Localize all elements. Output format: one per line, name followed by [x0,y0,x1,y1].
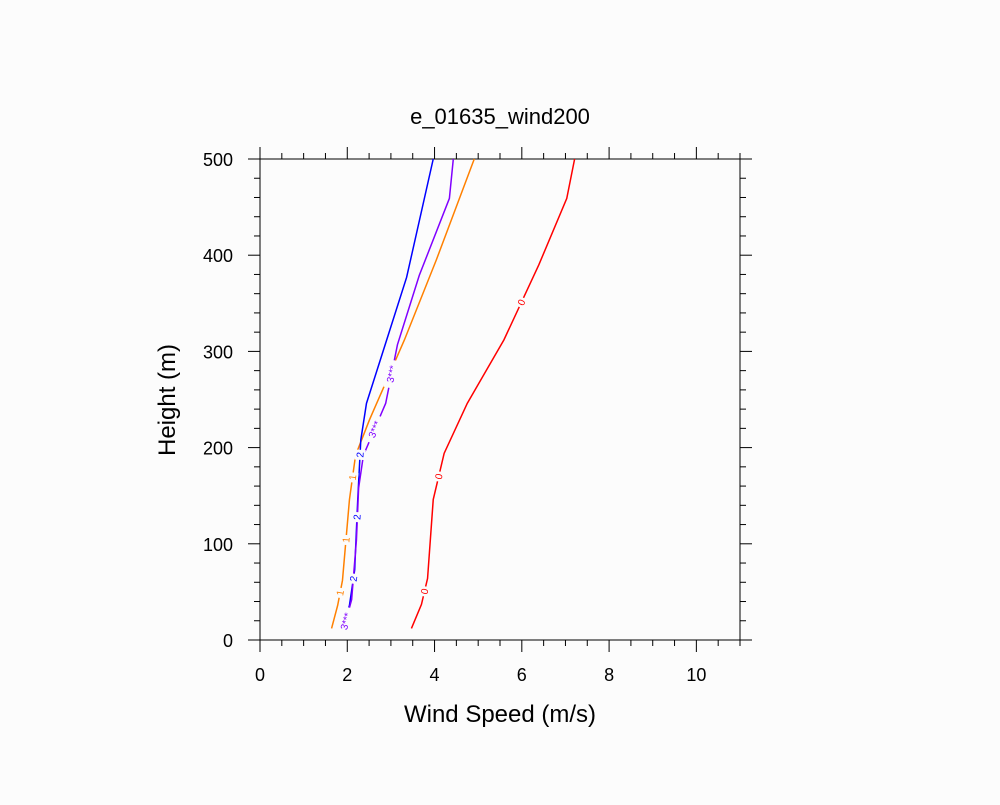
y-tick-label: 500 [203,150,233,170]
line-label: 0 [419,587,431,595]
line-label: 1 [335,589,347,597]
series-line-2 [341,158,434,629]
line-label: 2 [352,514,363,520]
line-label-bg [347,572,360,585]
x-tick-label: 2 [342,665,352,685]
y-tick-label: 400 [203,246,233,266]
line-label-bg [340,534,352,546]
line-label: 3*** [339,612,354,632]
line-label-bg [432,470,446,483]
line-label-bg [333,586,347,599]
line-label-bg [336,606,355,637]
line-label-bg [354,449,366,461]
line-label-bg [418,585,432,598]
line-label: 2 [349,575,361,583]
series-line-0 [410,158,576,629]
line-label: 0 [434,472,446,480]
plot-frame [259,158,741,641]
y-tick-label: 200 [203,439,233,459]
x-tick-label: 10 [686,665,706,685]
line-label-bg [514,295,529,310]
y-tick-label: 0 [223,631,233,651]
y-axis-label: Height (m) [154,344,181,456]
x-tick-label: 6 [517,665,527,685]
x-tick-label: 4 [430,665,440,685]
y-tick-label: 100 [203,535,233,555]
line-label-bg [351,511,363,523]
y-tick-label: 300 [203,342,233,362]
series-line-3 [343,158,455,629]
x-tick-label: 0 [255,665,265,685]
line-label: 3*** [385,365,399,384]
line-label: 1 [348,474,360,481]
line-label: 0 [516,298,529,308]
line-label-bg [346,471,359,484]
line-label: 2 [355,451,366,458]
x-tick-label: 8 [604,665,614,685]
series-line-1 [330,158,475,629]
chart-title: e_01635_wind200 [410,104,590,129]
x-axis-label: Wind Speed (m/s) [404,701,596,728]
line-label-bg [383,359,400,389]
line-label-bg [363,414,386,445]
line-label: 1 [341,536,352,543]
